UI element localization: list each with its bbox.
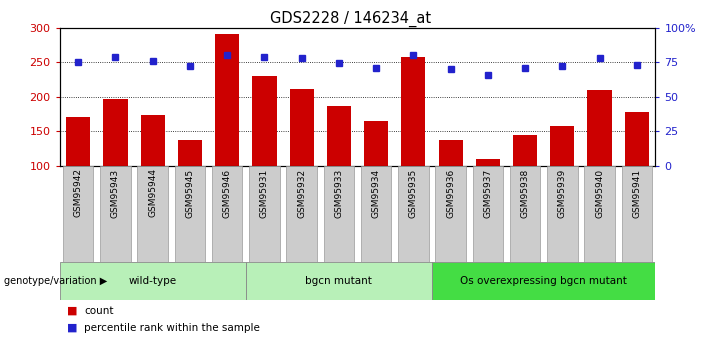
Bar bbox=[324, 166, 354, 262]
Text: wild-type: wild-type bbox=[128, 276, 177, 286]
Text: genotype/variation ▶: genotype/variation ▶ bbox=[4, 276, 107, 286]
Text: GSM95943: GSM95943 bbox=[111, 168, 120, 218]
Text: ■: ■ bbox=[67, 306, 77, 315]
Bar bbox=[585, 166, 615, 262]
Bar bbox=[66, 117, 90, 166]
Bar bbox=[587, 90, 612, 166]
Bar bbox=[249, 166, 280, 262]
Bar bbox=[513, 135, 537, 166]
Text: GSM95937: GSM95937 bbox=[484, 168, 492, 218]
Text: GSM95933: GSM95933 bbox=[334, 168, 343, 218]
Text: bgcn mutant: bgcn mutant bbox=[306, 276, 372, 286]
Bar bbox=[476, 159, 500, 166]
Text: GSM95942: GSM95942 bbox=[74, 168, 83, 217]
Text: GSM95939: GSM95939 bbox=[558, 168, 567, 218]
Bar bbox=[287, 166, 317, 262]
Text: GSM95936: GSM95936 bbox=[446, 168, 455, 218]
Bar bbox=[212, 166, 243, 262]
Bar bbox=[63, 166, 93, 262]
Text: Os overexpressing bgcn mutant: Os overexpressing bgcn mutant bbox=[461, 276, 627, 286]
Bar bbox=[327, 106, 351, 166]
Bar bbox=[439, 140, 463, 166]
Bar bbox=[252, 76, 276, 166]
Bar bbox=[625, 112, 649, 166]
Bar bbox=[550, 126, 574, 166]
Bar bbox=[432, 262, 655, 300]
Bar bbox=[547, 166, 578, 262]
Text: count: count bbox=[84, 306, 114, 315]
Bar bbox=[290, 89, 314, 166]
Bar bbox=[60, 262, 246, 300]
Bar bbox=[364, 121, 388, 166]
Bar bbox=[510, 166, 540, 262]
Bar bbox=[103, 99, 128, 166]
Bar bbox=[361, 166, 391, 262]
Text: GSM95931: GSM95931 bbox=[260, 168, 269, 218]
Bar bbox=[398, 166, 428, 262]
Text: GSM95945: GSM95945 bbox=[186, 168, 194, 218]
Text: GSM95946: GSM95946 bbox=[223, 168, 231, 218]
Text: GDS2228 / 146234_at: GDS2228 / 146234_at bbox=[270, 10, 431, 27]
Text: ■: ■ bbox=[67, 323, 77, 333]
Text: GSM95941: GSM95941 bbox=[632, 168, 641, 218]
Text: GSM95932: GSM95932 bbox=[297, 168, 306, 218]
Bar bbox=[175, 166, 205, 262]
Text: GSM95938: GSM95938 bbox=[521, 168, 529, 218]
Bar bbox=[141, 115, 165, 166]
Text: percentile rank within the sample: percentile rank within the sample bbox=[84, 323, 260, 333]
Bar bbox=[215, 34, 239, 166]
Bar bbox=[178, 140, 202, 166]
Bar bbox=[100, 166, 130, 262]
Bar bbox=[137, 166, 168, 262]
Bar bbox=[472, 166, 503, 262]
Text: GSM95940: GSM95940 bbox=[595, 168, 604, 218]
Text: GSM95944: GSM95944 bbox=[148, 168, 157, 217]
Bar bbox=[622, 166, 652, 262]
Bar bbox=[435, 166, 466, 262]
Text: GSM95934: GSM95934 bbox=[372, 168, 381, 218]
Bar bbox=[246, 262, 432, 300]
Text: GSM95935: GSM95935 bbox=[409, 168, 418, 218]
Bar bbox=[401, 57, 426, 166]
